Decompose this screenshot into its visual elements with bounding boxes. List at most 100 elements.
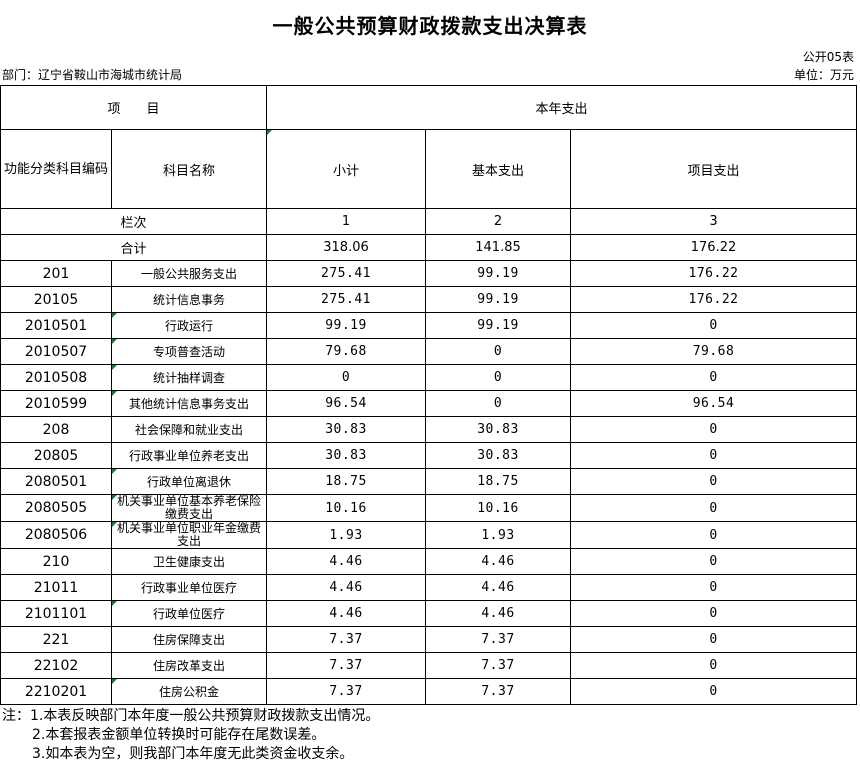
row-subtotal: 30.83 xyxy=(266,416,427,443)
note-line: 3.如本表为空，则我部门本年度无此类资金收支余。 xyxy=(32,746,354,762)
row-code: 21011 xyxy=(0,574,112,601)
row-code: 2101101 xyxy=(0,600,112,627)
row-basic: 99.19 xyxy=(425,312,572,339)
table-row: 20105 统计信息事务 275.41 99.19 176.22 xyxy=(0,286,858,313)
expenditure-table: 项 目 本年支出 功能分类科目编码 科目名称 小计 基本支出 项目支出 栏次 1… xyxy=(0,85,858,705)
row-basic: 99.19 xyxy=(425,286,572,313)
column-number-row: 栏次 1 2 3 xyxy=(0,208,858,235)
row-code: 22102 xyxy=(0,652,112,679)
row-name: 社会保障和就业支出 xyxy=(110,416,268,443)
row-basic: 4.46 xyxy=(425,574,572,601)
total-label: 合计 xyxy=(0,234,268,261)
table-row: 22102 住房改革支出 7.37 7.37 0 xyxy=(0,652,858,679)
row-name: 一般公共服务支出 xyxy=(110,260,268,287)
row-project: 0 xyxy=(570,574,858,601)
row-project: 0 xyxy=(570,312,858,339)
table-row: 2010507 专项普查活动 79.68 0 79.68 xyxy=(0,338,858,365)
row-basic: 30.83 xyxy=(425,442,572,469)
row-project: 0 xyxy=(570,494,858,522)
row-subtotal: 275.41 xyxy=(266,260,427,287)
table-row: 2010599 其他统计信息事务支出 96.54 0 96.54 xyxy=(0,390,858,417)
total-project: 176.22 xyxy=(570,234,858,261)
row-name: 住房保障支出 xyxy=(110,626,268,653)
row-name: 行政事业单位医疗 xyxy=(110,574,268,601)
table-row: 2010508 统计抽样调查 0 0 0 xyxy=(0,364,858,391)
header-subject-name: 科目名称 xyxy=(110,129,268,209)
row-basic: 10.16 xyxy=(425,494,572,522)
table-row: 210 卫生健康支出 4.46 4.46 0 xyxy=(0,548,858,575)
row-code: 2080505 xyxy=(0,494,112,522)
row-project: 0 xyxy=(570,652,858,679)
column-row-label: 栏次 xyxy=(0,208,268,235)
row-basic: 7.37 xyxy=(425,678,572,705)
row-subtotal: 4.46 xyxy=(266,574,427,601)
row-code: 2210201 xyxy=(0,678,112,705)
row-project: 0 xyxy=(570,364,858,391)
row-code: 2080501 xyxy=(0,468,112,495)
notes: 注：1.本表反映部门本年度一般公共预算财政拨款支出情况。 2.本套报表金额单位转… xyxy=(2,707,379,764)
row-name: 行政单位医疗 xyxy=(110,600,268,627)
row-basic: 4.46 xyxy=(425,548,572,575)
row-subtotal: 18.75 xyxy=(266,468,427,495)
note-line: 2.本套报表金额单位转换时可能存在尾数误差。 xyxy=(32,727,326,743)
row-basic: 7.37 xyxy=(425,626,572,653)
department-label: 部门：辽宁省鞍山市海城市统计局 xyxy=(2,68,183,82)
header-row-2: 功能分类科目编码 科目名称 小计 基本支出 项目支出 xyxy=(0,129,858,209)
row-subtotal: 96.54 xyxy=(266,390,427,417)
row-basic: 30.83 xyxy=(425,416,572,443)
row-name: 机关事业单位基本养老保险缴费支出 xyxy=(110,494,268,522)
header-subtotal: 小计 xyxy=(266,129,427,209)
row-code: 20805 xyxy=(0,442,112,469)
note-line: 注：1.本表反映部门本年度一般公共预算财政拨款支出情况。 xyxy=(2,708,380,724)
table-row: 2080501 行政单位离退休 18.75 18.75 0 xyxy=(0,468,858,495)
row-code: 2010507 xyxy=(0,338,112,365)
header-project: 项目支出 xyxy=(570,129,858,209)
total-subtotal: 318.06 xyxy=(266,234,427,261)
row-name: 住房改革支出 xyxy=(110,652,268,679)
header-current-year: 本年支出 xyxy=(266,85,858,130)
row-project: 0 xyxy=(570,416,858,443)
row-name: 专项普查活动 xyxy=(110,338,268,365)
row-code: 20105 xyxy=(0,286,112,313)
row-code: 2010508 xyxy=(0,364,112,391)
row-name: 行政运行 xyxy=(110,312,268,339)
row-subtotal: 99.19 xyxy=(266,312,427,339)
row-subtotal: 79.68 xyxy=(266,338,427,365)
header-func-code: 功能分类科目编码 xyxy=(0,129,112,209)
row-basic: 7.37 xyxy=(425,652,572,679)
row-basic: 1.93 xyxy=(425,521,572,549)
row-name: 住房公积金 xyxy=(110,678,268,705)
row-code: 2010599 xyxy=(0,390,112,417)
row-project: 0 xyxy=(570,521,858,549)
row-subtotal: 10.16 xyxy=(266,494,427,522)
header-row-1: 项 目 本年支出 xyxy=(0,85,858,130)
unit-label: 单位：万元 xyxy=(793,68,854,82)
total-basic: 141.85 xyxy=(425,234,572,261)
row-subtotal: 4.46 xyxy=(266,600,427,627)
table-row: 2101101 行政单位医疗 4.46 4.46 0 xyxy=(0,600,858,627)
row-code: 208 xyxy=(0,416,112,443)
row-subtotal: 7.37 xyxy=(266,626,427,653)
row-code: 2080506 xyxy=(0,521,112,549)
row-project: 0 xyxy=(570,468,858,495)
row-project: 0 xyxy=(570,548,858,575)
row-subtotal: 0 xyxy=(266,364,427,391)
table-row: 2080506 机关事业单位职业年金缴费支出 1.93 1.93 0 xyxy=(0,521,858,549)
row-subtotal: 7.37 xyxy=(266,652,427,679)
row-basic: 4.46 xyxy=(425,600,572,627)
row-project: 176.22 xyxy=(570,286,858,313)
row-basic: 0 xyxy=(425,364,572,391)
row-code: 2010501 xyxy=(0,312,112,339)
row-name: 卫生健康支出 xyxy=(110,548,268,575)
row-project: 0 xyxy=(570,626,858,653)
report-title: 一般公共预算财政拨款支出决算表 xyxy=(272,14,588,38)
row-code: 221 xyxy=(0,626,112,653)
row-basic: 0 xyxy=(425,338,572,365)
column-number-2: 2 xyxy=(425,208,572,235)
row-project: 176.22 xyxy=(570,260,858,287)
header-item: 项 目 xyxy=(0,85,268,130)
row-code: 210 xyxy=(0,548,112,575)
row-name: 行政事业单位养老支出 xyxy=(110,442,268,469)
row-subtotal: 275.41 xyxy=(266,286,427,313)
table-row: 2010501 行政运行 99.19 99.19 0 xyxy=(0,312,858,339)
